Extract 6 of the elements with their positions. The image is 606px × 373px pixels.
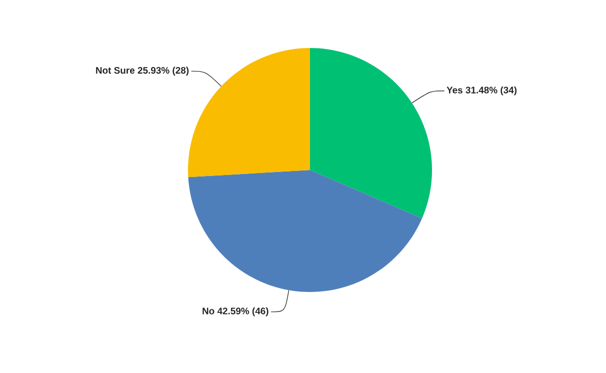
data-label: 42.59% (46) [217, 307, 268, 316]
slice-label: Yes [446, 86, 462, 94]
slice-label: No [202, 308, 214, 314]
data-label: 31.48% (34) [466, 86, 517, 96]
slice-label: Not Sure [96, 67, 135, 74]
data-label: 25.93% (28) [138, 66, 189, 76]
